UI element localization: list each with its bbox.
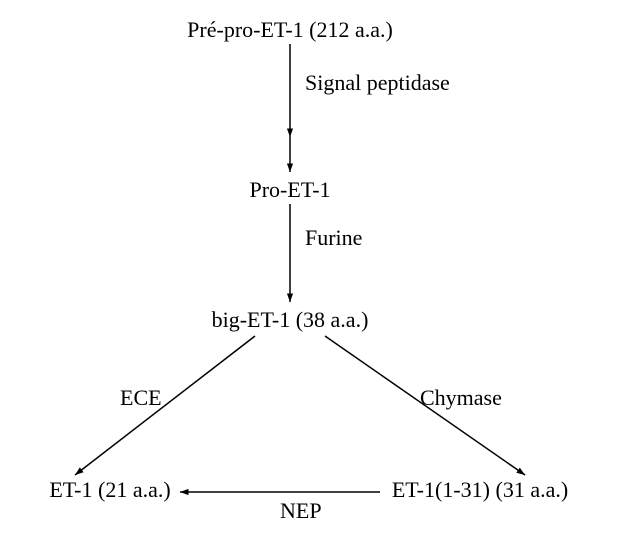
edge-label-furine: Furine	[305, 225, 362, 251]
edge-label-signal-peptidase: Signal peptidase	[305, 70, 450, 96]
node-pro: Pro-ET-1	[249, 177, 330, 203]
edge-label-nep: NEP	[280, 498, 322, 524]
node-big: big-ET-1 (38 a.a.)	[212, 307, 369, 333]
node-et1: ET-1 (21 a.a.)	[49, 477, 170, 503]
node-et131: ET-1(1-31) (31 a.a.)	[392, 477, 568, 503]
edge-label-ece: ECE	[120, 385, 162, 411]
edge-label-chymase: Chymase	[420, 385, 502, 411]
node-prepro: Pré-pro-ET-1 (212 a.a.)	[187, 17, 393, 43]
